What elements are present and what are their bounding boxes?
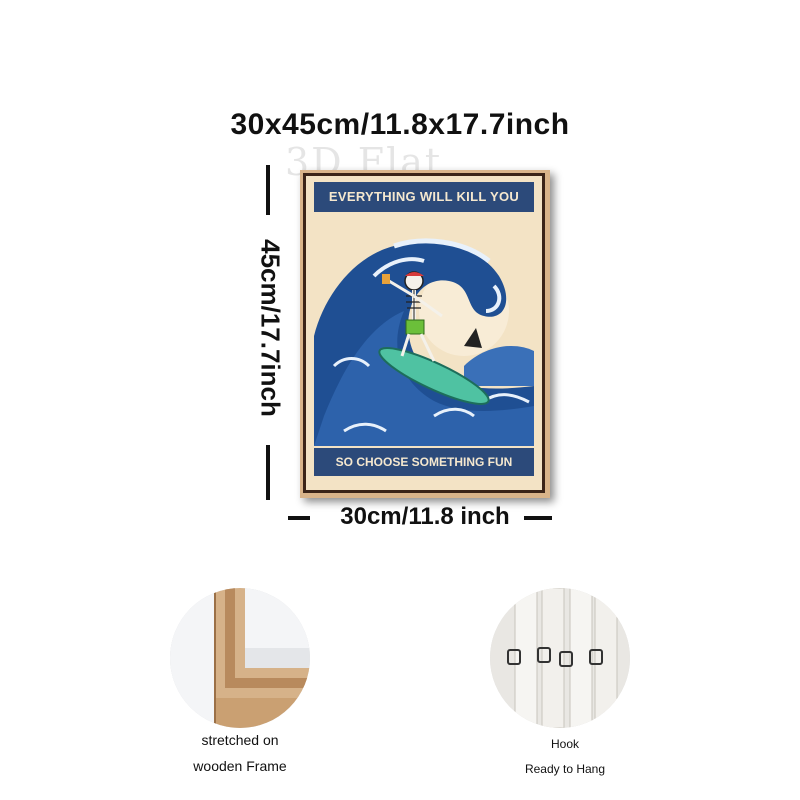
hook-photo (490, 588, 630, 728)
feature-caption-hook-line2: Ready to Hang (524, 762, 606, 776)
height-label: 45cm/17.7inch (255, 239, 286, 417)
feature-caption-frame-line2: wooden Frame (193, 758, 287, 774)
width-line-left (288, 516, 310, 520)
poster-bottom-text: SO CHOOSE SOMETHING FUN (314, 448, 534, 476)
poster: EVERYTHING WILL KILL YOU SO CH (303, 173, 545, 493)
height-line-top (266, 165, 270, 215)
height-line-bottom (266, 445, 270, 500)
poster-top-text: EVERYTHING WILL KILL YOU (314, 182, 534, 212)
wooden-frame-corner-icon (170, 588, 310, 728)
feature-caption-frame-line1: stretched on (201, 732, 279, 748)
hook-icon (490, 588, 630, 728)
feature-caption-hook-line1: Hook (550, 737, 579, 751)
width-label: 30cm/11.8 inch (340, 503, 510, 530)
width-line-right (524, 516, 552, 520)
wooden-frame-photo (170, 588, 310, 728)
dimensions-title: 30x45cm/11.8x17.7inch (230, 108, 570, 141)
surfing-skeleton-wave-art (314, 216, 534, 446)
